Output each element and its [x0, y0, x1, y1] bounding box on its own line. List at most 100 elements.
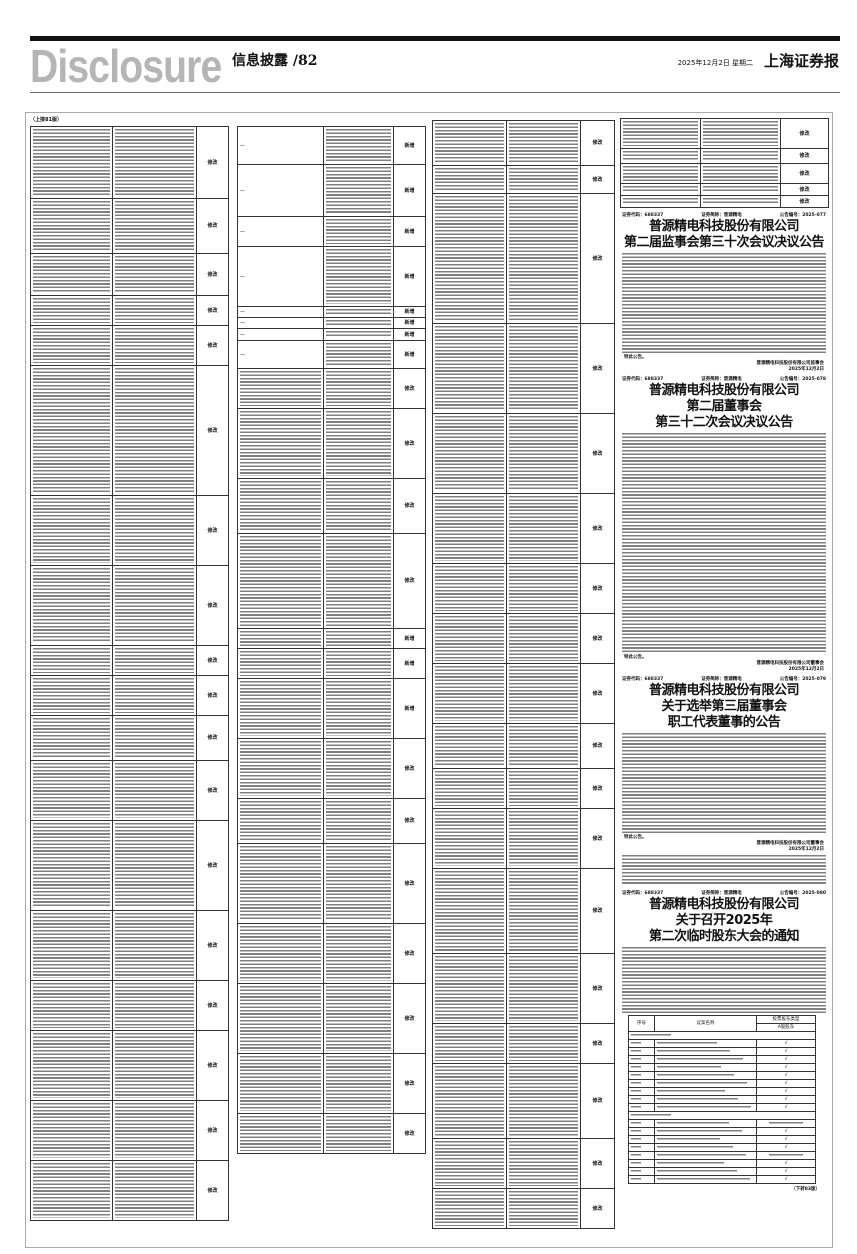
table-row: √: [628, 1055, 816, 1064]
revised-text-cell: [112, 1030, 197, 1101]
notice-number: 公告编号：2025-080: [779, 891, 826, 896]
original-text-cell: —: [237, 317, 324, 329]
change-type-cell: 新增: [393, 678, 426, 739]
change-type-cell: 修改: [196, 1030, 229, 1101]
change-type-cell: 修改: [196, 1160, 229, 1221]
row-no: [628, 1175, 655, 1184]
original-text-cell: [30, 820, 113, 911]
revised-text-cell: [112, 980, 197, 1031]
original-text-cell: [237, 1113, 324, 1154]
signer: 普源精电科技股份有限公司董事会: [756, 661, 825, 666]
table-row: 修改: [30, 1160, 229, 1221]
original-text-cell: [432, 323, 507, 414]
col-name-header: 议案名称: [654, 1015, 757, 1032]
table-row: 新增: [237, 678, 426, 739]
announcement-supervisory-board: 证券代码：688337 证券简称：普源精电 公告编号：2025-077 普源精电科技股…: [620, 212, 828, 373]
change-type-cell: 修改: [196, 126, 229, 199]
original-text-cell: [432, 413, 507, 494]
change-type-cell: 新增: [393, 317, 426, 329]
change-type-cell: 修改: [580, 1023, 615, 1064]
proposal-name: [654, 1095, 757, 1104]
proposal-name: [654, 1167, 757, 1176]
revised-text-cell: [112, 198, 197, 254]
revised-text-cell: [506, 165, 581, 194]
original-text-cell: [432, 120, 507, 166]
table-row: 修改: [30, 495, 229, 566]
row-no: [628, 1055, 655, 1064]
row-no: [628, 1071, 655, 1080]
original-text-cell: [620, 195, 701, 208]
original-text-cell: [432, 953, 507, 1024]
revised-text-cell: [700, 118, 781, 149]
row-no: [628, 1151, 655, 1160]
original-text-cell: [432, 768, 507, 809]
original-text-cell: —: [237, 216, 324, 247]
original-text-cell: [432, 1023, 507, 1064]
amendment-table-2: — 新增 — 新增 — 新增 — 新增 — 新增 — 新增 — 新增 — 新增 修改 修改 修改 修改 新增 新增 新增 修改…: [237, 126, 426, 1154]
change-type-cell: 修改: [580, 868, 615, 954]
change-type-cell: 修改: [196, 198, 229, 254]
revised-text-cell: [700, 163, 781, 184]
original-text-cell: —: [237, 340, 324, 369]
revised-text-cell: [323, 648, 394, 679]
change-type-cell: 修改: [196, 565, 229, 646]
change-type-cell: 新增: [393, 628, 426, 649]
signer: 普源精电科技股份有限公司董事会: [756, 841, 825, 846]
change-type-cell: 修改: [393, 1113, 426, 1154]
company-name: 普源精电科技股份有限公司: [648, 219, 800, 234]
stock-abbr: 证券简称：普源精电: [701, 213, 742, 218]
table-row: 修改: [432, 1188, 615, 1229]
announcement-codes: 证券代码：688337 证券简称：普源精电 公告编号：2025-078: [620, 376, 828, 383]
revised-text-cell: [112, 1160, 197, 1221]
table-row: 修改: [432, 563, 615, 614]
table-row: √: [628, 1175, 816, 1184]
amendment-table-1: 修改 修改 修改 修改 修改 修改 修改 修改 修改 修改 修改 修改 修改 修改 修改 修改 修改 修改: [30, 126, 229, 1221]
change-type-cell: 修改: [580, 493, 615, 564]
table-row: 修改: [237, 478, 426, 534]
notice-number: 公告编号：2025-079: [779, 677, 826, 682]
change-type-cell: 修改: [196, 675, 229, 716]
proposal-name: [654, 1055, 757, 1064]
issue-date: 2025年12月2日 星期二: [677, 59, 753, 67]
change-type-cell: 修改: [780, 148, 829, 164]
revised-text-cell: [506, 323, 581, 414]
table-row: 修改: [237, 1113, 426, 1154]
table-row: 修改: [30, 365, 229, 496]
revised-text-cell: [700, 148, 781, 164]
proposal-name: [654, 1071, 757, 1080]
group-row: [628, 1031, 816, 1040]
proposal-name: [654, 1039, 757, 1048]
announcement-title: 职工代表董事的公告: [667, 715, 781, 730]
revised-text-cell: [323, 164, 394, 217]
revised-text-cell: [506, 1188, 581, 1229]
table-row: 修改: [237, 798, 426, 844]
table-row: √: [628, 1079, 816, 1088]
table-row: √: [628, 1167, 816, 1176]
row-no: [628, 1079, 655, 1088]
revised-text-cell: [112, 760, 197, 821]
proposal-name: [654, 1159, 757, 1168]
row-no: [628, 1095, 655, 1104]
vote-mark: √: [756, 1063, 816, 1072]
original-text-cell: [237, 983, 324, 1054]
table-row: 修改: [30, 645, 229, 676]
table-row: 修改: [432, 953, 615, 1024]
original-text-cell: [432, 613, 507, 664]
revised-text-cell: [112, 325, 197, 366]
stock-abbr: 证券简称：普源精电: [701, 377, 742, 382]
revised-text-cell: [506, 1138, 581, 1189]
row-no: [628, 1143, 655, 1152]
change-type-cell: 修改: [580, 1138, 615, 1189]
col-a-header: A股股东: [756, 1023, 816, 1032]
table-row: 修改: [30, 980, 229, 1031]
revised-text-cell: [323, 306, 394, 318]
group-row: [628, 1111, 816, 1120]
table-row: √: [628, 1159, 816, 1168]
announcement-codes: 证券代码：688337 证券简称：普源精电 公告编号：2025-080: [620, 890, 828, 897]
table-row: √: [628, 1135, 816, 1144]
table-row: √: [628, 1063, 816, 1072]
table-row: √: [628, 1103, 816, 1112]
stock-abbr: 证券简称：普源精电: [701, 677, 742, 682]
masthead-brand: Disclosure: [30, 40, 222, 92]
revised-text-cell: [506, 663, 581, 724]
